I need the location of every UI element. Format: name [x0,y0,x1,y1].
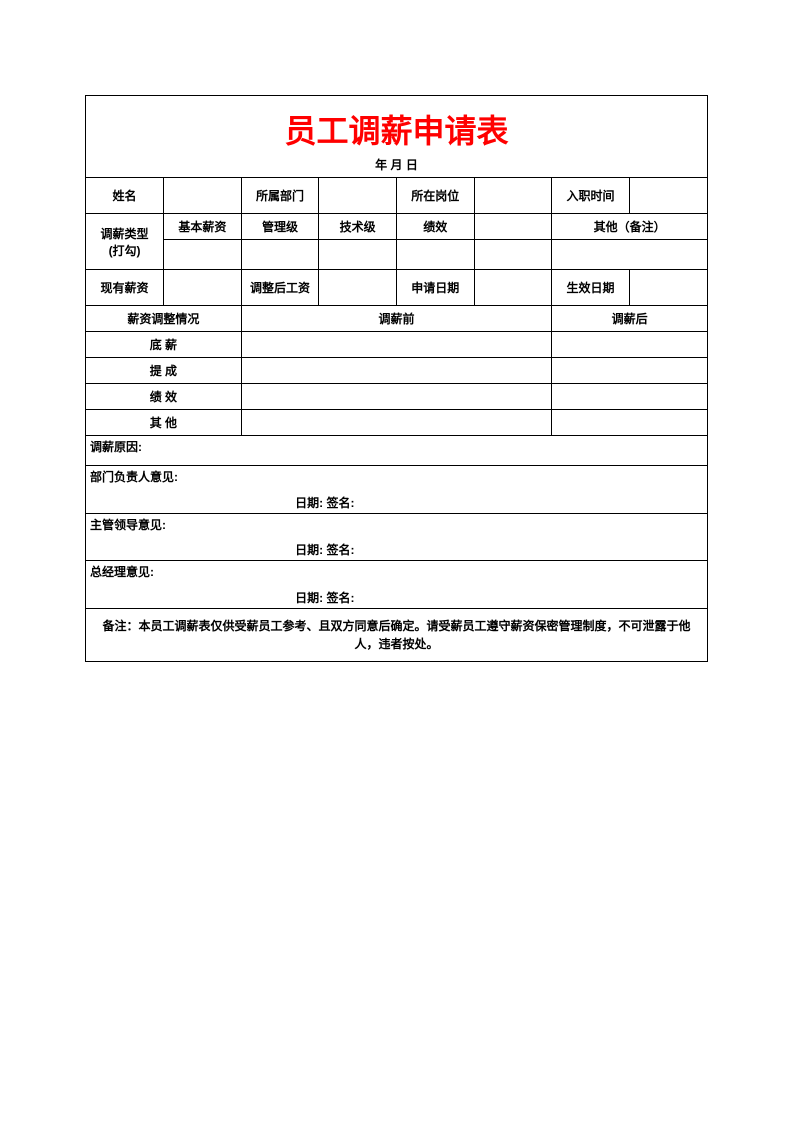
input-effective-date[interactable] [629,270,707,306]
label-dept: 所属部门 [241,178,319,214]
form-title: 员工调薪申请表 [86,96,707,156]
date-sig-text-2: 日期: 签名: [295,543,354,557]
label-other-item: 其 他 [86,410,241,436]
supervisor-label-row: 主管领导意见: [86,513,707,535]
after-base[interactable] [552,332,707,358]
col-mgmt: 管理级 [241,214,319,240]
before-other[interactable] [241,410,552,436]
adjust-type-line2: (打勾) [109,244,141,258]
row-base: 底 薪 [86,332,707,358]
input-hire-date[interactable] [629,178,707,214]
check-perf[interactable] [397,240,475,270]
input-apply-date[interactable] [474,270,552,306]
date-sig-text-3: 日期: 签名: [295,591,354,605]
input-name[interactable] [164,178,242,214]
sig-gm[interactable]: 日期: 签名: [86,582,707,608]
input-current[interactable] [164,270,242,306]
label-hire-date: 入职时间 [552,178,630,214]
check-mgmt[interactable] [241,240,319,270]
check-other[interactable] [552,240,707,270]
label-effective-date: 生效日期 [552,270,630,306]
label-before: 调薪前 [241,306,552,332]
col-perf: 绩效 [397,214,475,240]
before-perf[interactable] [241,384,552,410]
after-other[interactable] [552,410,707,436]
col-tech: 技术级 [319,214,397,240]
comparison-header: 薪资调整情况 调薪前 调薪后 [86,306,707,332]
gm-sig-row: 日期: 签名: [86,582,707,608]
label-apply-date: 申请日期 [397,270,475,306]
col-blank [474,214,552,240]
before-commission[interactable] [241,358,552,384]
date-header: 年 月 日 [86,156,707,177]
row-commission: 提 成 [86,358,707,384]
input-dept[interactable] [319,178,397,214]
form-container: 员工调薪申请表 年 月 日 姓名 所属部门 所在岗位 入职时间 [85,95,708,662]
main-table: 姓名 所属部门 所在岗位 入职时间 调薪类型 (打勾) 基本薪资 管理级 技术级… [86,177,707,661]
label-base: 底 薪 [86,332,241,358]
label-name: 姓名 [86,178,164,214]
input-position[interactable] [474,178,552,214]
label-adjusted: 调整后工资 [241,270,319,306]
gm-label-row: 总经理意见: [86,561,707,583]
row-other-item: 其 他 [86,410,707,436]
label-position: 所在岗位 [397,178,475,214]
label-reason[interactable]: 调薪原因: [86,436,707,466]
col-basic: 基本薪资 [164,214,242,240]
label-after: 调薪后 [552,306,707,332]
check-tech[interactable] [319,240,397,270]
label-current: 现有薪资 [86,270,164,306]
footer-note: 备注：本员工调薪表仅供受薪员工参考、且双方同意后确定。请受薪员工遵守薪资保密管理… [86,608,707,661]
after-commission[interactable] [552,358,707,384]
dept-head-sig-row: 日期: 签名: [86,487,707,513]
label-situation: 薪资调整情况 [86,306,241,332]
label-commission: 提 成 [86,358,241,384]
sig-dept-head[interactable]: 日期: 签名: [86,487,707,513]
col-other: 其他（备注） [552,214,707,240]
label-adjust-type: 调薪类型 (打勾) [86,214,164,270]
before-base[interactable] [241,332,552,358]
date-sig-text-1: 日期: 签名: [295,496,354,510]
label-gm: 总经理意见: [86,561,707,583]
adjust-type-row-check [86,240,707,270]
adjust-type-line1: 调薪类型 [101,227,149,241]
adjust-type-row-header: 调薪类型 (打勾) 基本薪资 管理级 技术级 绩效 其他（备注） [86,214,707,240]
dept-head-label-row: 部门负责人意见: [86,466,707,488]
row-perf: 绩 效 [86,384,707,410]
input-adjusted[interactable] [319,270,397,306]
basic-info-row: 姓名 所属部门 所在岗位 入职时间 [86,178,707,214]
after-perf[interactable] [552,384,707,410]
salary-row: 现有薪资 调整后工资 申请日期 生效日期 [86,270,707,306]
supervisor-sig-row: 日期: 签名: [86,535,707,561]
label-perf: 绩 效 [86,384,241,410]
sig-supervisor[interactable]: 日期: 签名: [86,535,707,561]
footer-row: 备注：本员工调薪表仅供受薪员工参考、且双方同意后确定。请受薪员工遵守薪资保密管理… [86,608,707,661]
reason-row: 调薪原因: [86,436,707,466]
label-supervisor: 主管领导意见: [86,513,707,535]
check-blank[interactable] [474,240,552,270]
check-basic[interactable] [164,240,242,270]
label-dept-head: 部门负责人意见: [86,466,707,488]
